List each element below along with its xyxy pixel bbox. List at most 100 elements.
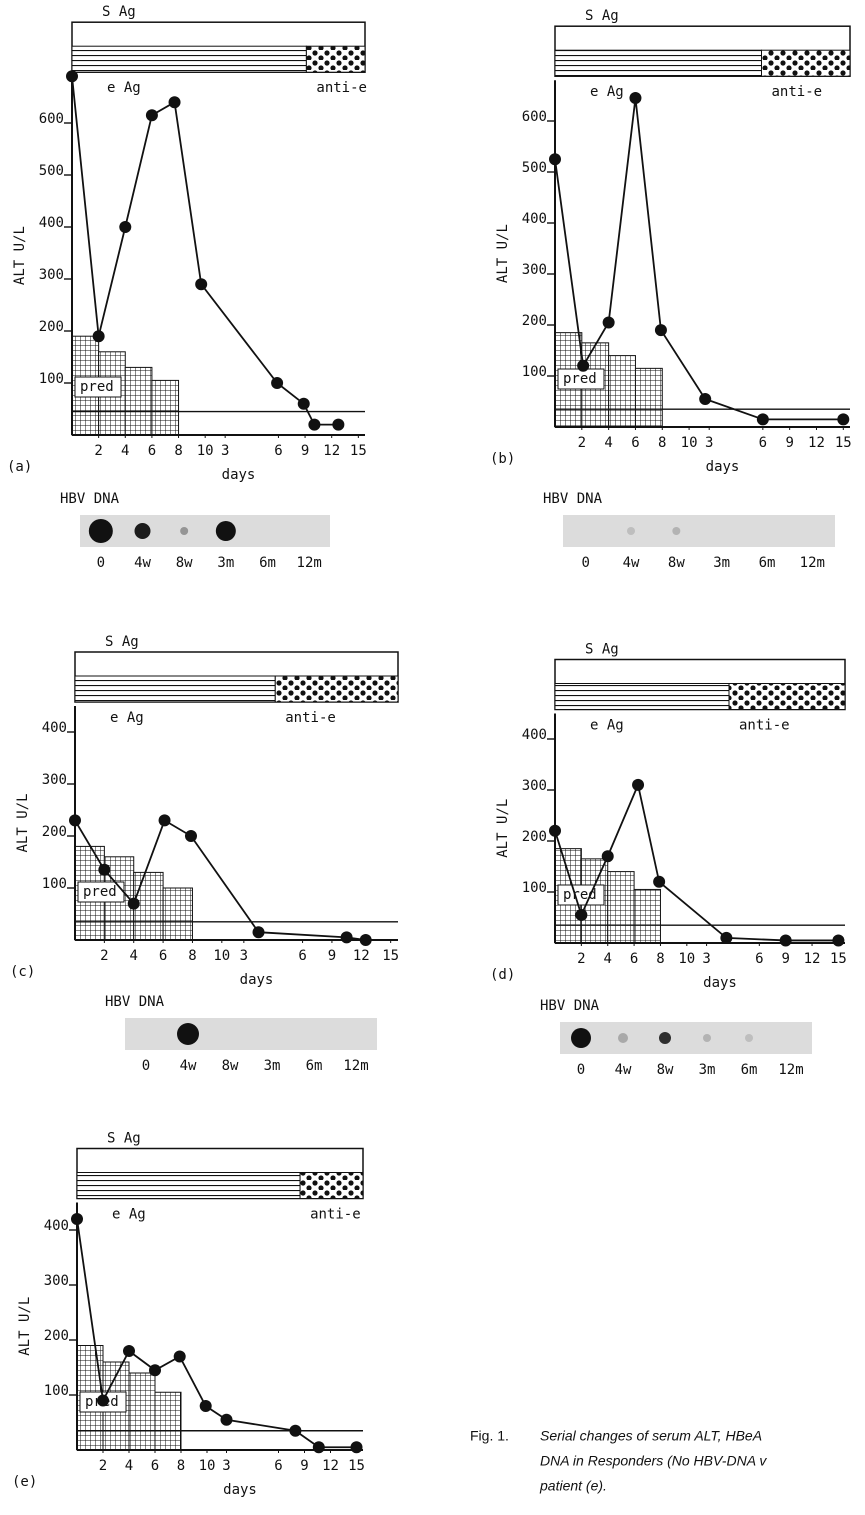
data-point — [289, 1425, 301, 1437]
x-tick-label: 6 — [630, 951, 638, 967]
x-tick-label: 6 — [274, 443, 282, 459]
data-point — [780, 934, 792, 946]
data-point — [98, 864, 110, 876]
hbv-dna-label: 8w — [222, 1058, 239, 1074]
anti-e-label: anti-e — [285, 710, 336, 726]
caption-label: Fig. 1. — [470, 1428, 509, 1444]
e-ag-label: e Ag — [590, 718, 624, 734]
dot-blot-spot — [177, 1023, 199, 1045]
data-point — [360, 934, 372, 946]
hbv-dna-label: 12m — [778, 1062, 803, 1078]
anti-e-label: anti-e — [316, 80, 367, 96]
data-point — [271, 377, 283, 389]
hbv-dna-title: HBV DNA — [105, 994, 165, 1010]
x-tick-label: 6 — [148, 443, 156, 459]
e-ag-band — [75, 676, 275, 702]
dot-blot-strip — [563, 515, 835, 547]
panel-label: (a) — [7, 459, 32, 475]
x-tick-label: 10 — [197, 443, 214, 459]
y-tick-label: 500 — [39, 163, 64, 179]
x-axis-label: days — [706, 459, 740, 475]
data-point — [149, 1364, 161, 1376]
pred-label: pred — [563, 371, 597, 387]
y-axis-label: ALT U/L — [12, 226, 28, 285]
x-tick-label: 12 — [804, 951, 821, 967]
anti-e-band — [275, 676, 398, 702]
hbv-dna-label: 6m — [741, 1062, 758, 1078]
x-tick-label: 15 — [348, 1458, 365, 1474]
dot-blot-spot — [180, 527, 188, 535]
hbv-dna-label: 0 — [581, 555, 589, 571]
x-tick-label: 6 — [631, 435, 639, 451]
dot-blot-spot — [745, 1034, 753, 1042]
anti-e-band — [306, 46, 365, 72]
x-tick-label: 12 — [323, 443, 340, 459]
e-ag-label: e Ag — [590, 84, 624, 100]
y-tick-label: 100 — [522, 364, 547, 380]
page: Fig. 1. Serial changes of serum ALT, HBe… — [0, 0, 865, 1515]
dot-blot-spot — [135, 523, 151, 539]
y-tick-label: 400 — [42, 720, 67, 736]
data-point — [174, 1351, 186, 1363]
data-point — [66, 70, 78, 82]
y-tick-label: 100 — [39, 371, 64, 387]
x-tick-label: 9 — [301, 443, 309, 459]
x-axis-label: days — [240, 972, 274, 988]
y-tick-label: 100 — [42, 876, 67, 892]
y-tick-label: 100 — [44, 1383, 69, 1399]
data-point — [200, 1400, 212, 1412]
dot-blot-spot — [659, 1032, 671, 1044]
data-point — [313, 1441, 325, 1453]
hbv-dna-label: 0 — [97, 555, 105, 571]
hbv-dna-title: HBV DNA — [60, 491, 120, 507]
x-tick-label: 8 — [656, 951, 664, 967]
pred-label: pred — [80, 379, 114, 395]
hbv-dna-label: 6m — [306, 1058, 323, 1074]
pred-bar — [152, 380, 179, 435]
x-tick-label: 9 — [328, 948, 336, 964]
hbv-dna-label: 0 — [577, 1062, 585, 1078]
dot-blot-spot — [89, 519, 113, 543]
x-tick-label: 9 — [300, 1458, 308, 1474]
x-tick-label: 4 — [121, 443, 129, 459]
s-ag-label: S Ag — [107, 1131, 141, 1147]
data-point — [253, 926, 265, 938]
x-tick-label: 6 — [159, 948, 167, 964]
e-ag-band — [555, 50, 762, 76]
data-point — [128, 898, 140, 910]
data-point — [93, 330, 105, 342]
x-axis-label: days — [222, 467, 256, 483]
dot-blot-spot — [627, 527, 635, 535]
x-tick-label: 3 — [221, 443, 229, 459]
y-axis-label: ALT U/L — [17, 1297, 33, 1356]
data-point — [185, 830, 197, 842]
hbv-dna-label: 4w — [134, 555, 151, 571]
pred-bar — [155, 1392, 181, 1450]
hbv-dna-label: 6m — [759, 555, 776, 571]
x-tick-label: 6 — [755, 951, 763, 967]
hbv-dna-label: 4w — [180, 1058, 197, 1074]
y-axis-label: ALT U/L — [495, 799, 511, 858]
anti-e-label: anti-e — [739, 718, 790, 734]
x-tick-label: 9 — [781, 951, 789, 967]
data-point — [195, 278, 207, 290]
hbv-dna-label: 12m — [343, 1058, 368, 1074]
s-ag-label: S Ag — [105, 634, 139, 650]
s-ag-label: S Ag — [102, 4, 136, 20]
hbv-dna-label: 3m — [264, 1058, 281, 1074]
y-tick-label: 400 — [44, 1218, 69, 1234]
data-point — [629, 92, 641, 104]
hbv-dna-label: 8w — [668, 555, 685, 571]
x-tick-label: 6 — [274, 1458, 282, 1474]
data-point — [332, 419, 344, 431]
hbv-dna-label: 0 — [142, 1058, 150, 1074]
y-tick-label: 200 — [44, 1328, 69, 1344]
data-point — [221, 1414, 233, 1426]
pred-bar — [163, 888, 192, 940]
hbv-dna-label: 3m — [217, 555, 234, 571]
x-tick-label: 15 — [835, 435, 852, 451]
e-ag-band — [72, 46, 306, 72]
x-tick-label: 6 — [151, 1458, 159, 1474]
x-tick-label: 2 — [94, 443, 102, 459]
